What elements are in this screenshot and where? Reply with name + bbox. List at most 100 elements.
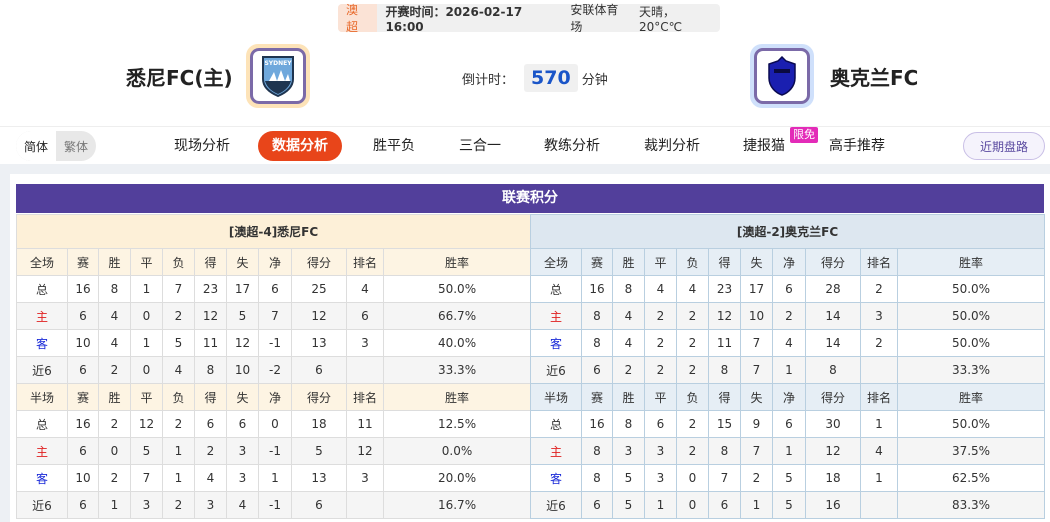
table-cell: -1 bbox=[258, 329, 292, 357]
away-team-logo[interactable] bbox=[750, 44, 814, 108]
table-cell: 2 bbox=[162, 491, 195, 519]
column-header: 失 bbox=[226, 248, 259, 276]
row-label: 主 bbox=[16, 437, 68, 465]
tab-referee-analysis[interactable]: 裁判分析 bbox=[644, 138, 700, 154]
table-cell: 6 bbox=[772, 275, 806, 303]
column-header: 排名 bbox=[346, 248, 384, 276]
table-cell: 6 bbox=[291, 491, 347, 519]
table-cell: 4 bbox=[860, 437, 898, 465]
tab-win-draw-lose[interactable]: 胜平负 bbox=[373, 138, 415, 154]
table-cell: 37.5% bbox=[896, 437, 1046, 465]
column-header: 胜率 bbox=[896, 248, 1046, 276]
table-row: 主 6 0 5 1 2 3 -1 5 12 0.0% bbox=[16, 437, 532, 465]
table-cell: 8 bbox=[708, 437, 741, 465]
home-team-logo[interactable]: SYDNEY bbox=[246, 44, 310, 108]
table-cell: 5 bbox=[772, 491, 806, 519]
table-cell: 8 bbox=[708, 356, 741, 384]
weather: 天晴， 20°C℃ bbox=[639, 4, 683, 34]
column-header-row: 半场赛胜平负得失净得分 排名 胜率 bbox=[16, 383, 532, 411]
tab-three-in-one[interactable]: 三合一 bbox=[459, 138, 501, 154]
table-row: 总 16 2 12 2 6 6 0 18 11 12.5% bbox=[16, 410, 532, 438]
tab-live-analysis[interactable]: 现场分析 bbox=[174, 138, 230, 154]
table-row: 客 10 4 1 5 11 12 -1 13 3 40.0% bbox=[16, 329, 532, 357]
table-cell: 5 bbox=[162, 329, 195, 357]
table-cell: 12 bbox=[805, 437, 861, 465]
table-cell: 6 bbox=[772, 410, 806, 438]
table-cell: 5 bbox=[226, 302, 259, 330]
tab-expert-picks[interactable]: 高手推荐 bbox=[829, 138, 885, 154]
language-toggle[interactable]: 简体 繁体 bbox=[16, 131, 96, 161]
table-cell: 7 bbox=[258, 302, 292, 330]
table-cell: 16 bbox=[67, 410, 99, 438]
table-cell: -1 bbox=[258, 437, 292, 465]
table-cell: 5 bbox=[130, 437, 163, 465]
table-cell: 30 bbox=[805, 410, 861, 438]
table-cell: 3 bbox=[194, 491, 227, 519]
table-cell: 2 bbox=[644, 302, 677, 330]
table-cell: 4 bbox=[226, 491, 259, 519]
table-cell: 28 bbox=[805, 275, 861, 303]
table-cell: 17 bbox=[226, 275, 259, 303]
table-cell: 1 bbox=[772, 437, 806, 465]
recent-odds-button[interactable]: 近期盘路 bbox=[963, 132, 1045, 160]
table-cell: 4 bbox=[612, 302, 645, 330]
table-cell: 6 bbox=[291, 356, 347, 384]
table-cell: 2 bbox=[860, 329, 898, 357]
table-cell: 2 bbox=[644, 356, 677, 384]
lang-simplified[interactable]: 简体 bbox=[16, 131, 56, 161]
table-cell: 4 bbox=[194, 464, 227, 492]
table-cell: 50.0% bbox=[382, 275, 532, 303]
table-cell: 2 bbox=[676, 329, 709, 357]
row-label: 客 bbox=[16, 464, 68, 492]
column-header: 胜率 bbox=[896, 383, 1046, 411]
table-cell: 13 bbox=[291, 464, 347, 492]
tab-data-analysis[interactable]: 数据分析 bbox=[258, 131, 342, 161]
column-header: 失 bbox=[740, 248, 773, 276]
table-cell: 12 bbox=[194, 302, 227, 330]
table-cell: 6 bbox=[194, 410, 227, 438]
column-header: 负 bbox=[676, 383, 709, 411]
table-cell: 2 bbox=[98, 410, 131, 438]
table-row: 总 16 8 4 4 23 17 6 28 2 50.0% bbox=[530, 275, 1046, 303]
column-header: 平 bbox=[644, 248, 677, 276]
column-header: 得 bbox=[194, 383, 227, 411]
home-team-name[interactable]: 悉尼FC(主) bbox=[126, 66, 233, 90]
column-header: 失 bbox=[740, 383, 773, 411]
table-cell: 20.0% bbox=[382, 464, 532, 492]
table-cell: 0 bbox=[676, 464, 709, 492]
table-cell: 4 bbox=[772, 329, 806, 357]
tab-coach-analysis[interactable]: 教练分析 bbox=[544, 138, 600, 154]
table-cell: 2 bbox=[162, 302, 195, 330]
team-standing-title: [澳超-4]悉尼FC bbox=[15, 214, 532, 249]
nav-bar: 简体 繁体 现场分析 数据分析 胜平负 三合一 教练分析 裁判分析 捷报猫 限免… bbox=[0, 126, 1050, 164]
column-header: 得 bbox=[708, 383, 741, 411]
table-cell: 5 bbox=[612, 491, 645, 519]
league-badge[interactable]: 澳超 bbox=[338, 3, 378, 34]
row-label: 主 bbox=[530, 437, 582, 465]
table-cell: 3 bbox=[612, 437, 645, 465]
column-header: 胜 bbox=[612, 248, 645, 276]
column-header: 净 bbox=[772, 248, 806, 276]
away-team-name[interactable]: 奥克兰FC bbox=[830, 66, 919, 90]
column-header: 赛 bbox=[581, 248, 613, 276]
table-cell: 3 bbox=[860, 302, 898, 330]
table-cell: 3 bbox=[226, 464, 259, 492]
table-cell: 0 bbox=[130, 302, 163, 330]
period-label: 全场 bbox=[530, 248, 582, 276]
table-cell: 18 bbox=[291, 410, 347, 438]
promo-badge: 限免 bbox=[790, 127, 818, 143]
table-cell: 16 bbox=[805, 491, 861, 519]
table-cell: 6 bbox=[67, 437, 99, 465]
table-cell: 1 bbox=[162, 437, 195, 465]
lang-traditional[interactable]: 繁体 bbox=[63, 139, 88, 154]
table-cell: 4 bbox=[612, 329, 645, 357]
table-cell: 11 bbox=[194, 329, 227, 357]
table-cell: 50.0% bbox=[896, 302, 1046, 330]
table-cell: 14 bbox=[805, 302, 861, 330]
table-row: 客 8 5 3 0 7 2 5 18 1 62.5% bbox=[530, 464, 1046, 492]
row-label: 主 bbox=[530, 302, 582, 330]
table-row: 主 8 3 3 2 8 7 1 12 4 37.5% bbox=[530, 437, 1046, 465]
tab-jiebaomao[interactable]: 捷报猫 bbox=[743, 138, 785, 154]
table-cell bbox=[346, 356, 384, 384]
away-standings-table: [澳超-2]奥克兰FC 全场赛胜平负得失净得分 排名 胜率总 16 8 4 4 23 17 6 28 2… bbox=[529, 214, 1046, 519]
